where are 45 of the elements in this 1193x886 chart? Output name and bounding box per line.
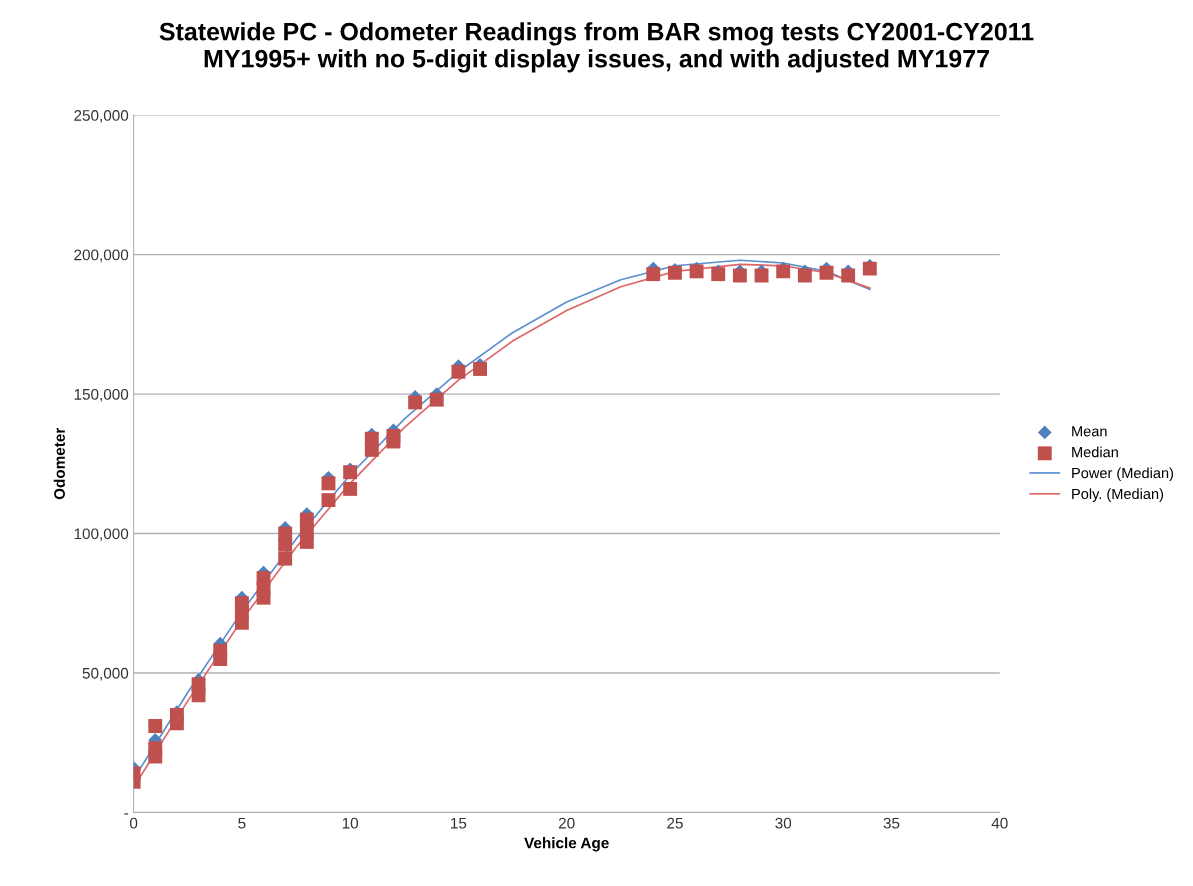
point [256, 571, 271, 586]
point [386, 428, 401, 443]
point [797, 268, 812, 283]
legend-label: Median [1072, 446, 1118, 458]
y-tick-label: 50,000 [82, 667, 129, 681]
point [299, 512, 314, 527]
point [234, 596, 249, 611]
point [148, 741, 163, 756]
point [278, 551, 293, 566]
x-tick-label: 5 [238, 817, 246, 829]
legend-label: Power (Median) [1072, 467, 1174, 482]
point [321, 493, 336, 508]
point [213, 643, 228, 658]
x-axis-title: Vehicle Age [524, 837, 609, 852]
point [451, 364, 466, 379]
x-tick-label: 40 [991, 817, 1008, 829]
point [321, 476, 336, 491]
point [148, 719, 163, 733]
x-tick-label: 0 [129, 817, 138, 829]
point [191, 677, 206, 692]
x-tick-label: 15 [451, 817, 467, 829]
point [646, 267, 661, 282]
chart-title: Statewide PC - Odometer Readings from BAR smog tests CY2001-CY2011 MY1995+ with no 5-digit display issues, and with adjusted MY1977 [159, 22, 1034, 73]
point [819, 265, 834, 280]
legend-label: Poly. (Median) [1072, 488, 1164, 502]
x-tick-label: 35 [883, 817, 900, 829]
point [732, 268, 747, 283]
x-tick-label: 30 [775, 817, 792, 829]
y-tick-label: - [124, 813, 129, 815]
point [841, 268, 856, 283]
x-tick-label: 20 [558, 817, 575, 829]
legend-label: Mean [1072, 426, 1107, 437]
x-tick-label: 25 [667, 817, 683, 829]
point [364, 431, 379, 446]
point [473, 362, 488, 376]
y-axis-title: Odometer [53, 427, 65, 500]
point [278, 526, 293, 541]
point [408, 395, 423, 410]
y-tick-label: 100,000 [74, 528, 129, 542]
y-tick-label: 150,000 [74, 388, 129, 402]
y-tick-label: 250,000 [74, 110, 129, 123]
point [429, 392, 444, 407]
x-tick-label: 10 [342, 817, 359, 829]
y-tick-label: 200,000 [74, 249, 129, 263]
point [343, 481, 358, 496]
